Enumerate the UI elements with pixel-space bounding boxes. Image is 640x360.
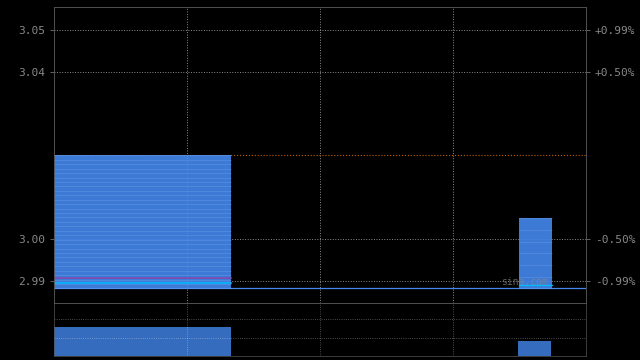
Bar <box>519 218 552 288</box>
Text: sina.com: sina.com <box>500 277 548 287</box>
Bar <box>54 327 232 356</box>
Bar <box>518 341 551 356</box>
Bar <box>54 156 232 288</box>
